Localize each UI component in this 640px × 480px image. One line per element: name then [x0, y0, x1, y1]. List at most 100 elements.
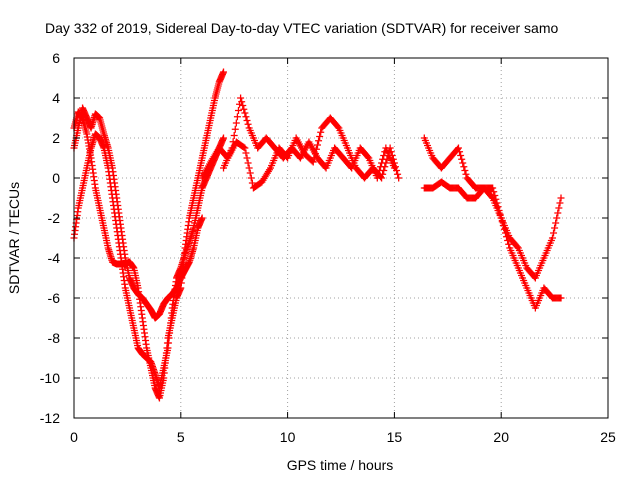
data-point	[394, 170, 402, 178]
data-point	[232, 119, 240, 127]
data-point	[243, 154, 251, 162]
data-point	[244, 159, 252, 167]
data-point	[316, 133, 324, 140]
x-tick-label: 0	[70, 429, 78, 445]
data-point	[550, 229, 558, 237]
data-point	[496, 210, 504, 218]
y-tick-label: -6	[48, 290, 61, 306]
x-tick-label: 10	[280, 429, 296, 445]
data-point	[240, 105, 248, 113]
data-point	[312, 145, 320, 153]
data-point	[378, 174, 386, 182]
data-point	[458, 155, 466, 163]
series-track-c	[70, 104, 206, 322]
axis-ticks: 0 5 10 15 20 25 -12 -10 -8 -6 -4 -2 0 2 4 6	[40, 50, 616, 445]
data-point	[382, 159, 390, 167]
data-point	[364, 153, 372, 161]
data-point	[553, 214, 561, 222]
data-point	[220, 134, 228, 142]
data-point	[248, 179, 256, 187]
y-tick-label: 2	[52, 130, 60, 146]
data-point	[491, 192, 499, 199]
data-point	[462, 170, 470, 178]
data-point	[499, 222, 507, 229]
data-point	[242, 149, 250, 157]
data-point	[456, 148, 464, 156]
data-point	[240, 143, 248, 151]
y-tick-label: -10	[40, 370, 60, 386]
data-point	[557, 294, 565, 302]
data-point	[220, 68, 228, 76]
series-track-f	[420, 134, 565, 282]
data-point	[334, 123, 342, 131]
data-point	[244, 120, 252, 128]
data-point	[379, 170, 387, 178]
data-point	[239, 102, 247, 109]
data-point	[460, 163, 468, 171]
data-point	[500, 225, 508, 233]
data-point	[548, 234, 556, 242]
data-point	[459, 159, 467, 167]
series-track-e	[198, 114, 403, 192]
data-point	[315, 137, 323, 145]
data-point	[243, 117, 251, 124]
data-point	[311, 150, 319, 157]
data-point	[314, 141, 322, 149]
data-point	[492, 195, 500, 203]
data-point	[310, 154, 318, 162]
data-point	[555, 204, 563, 212]
data-point	[554, 209, 562, 217]
data-point	[513, 243, 521, 251]
series-track-g	[420, 178, 565, 312]
data-point	[395, 174, 403, 182]
data-point	[245, 164, 253, 172]
data-point	[551, 224, 559, 232]
data-point	[505, 240, 513, 248]
data-point	[381, 163, 389, 171]
data-point	[383, 155, 391, 163]
data-point	[504, 237, 512, 244]
data-point	[497, 214, 505, 222]
data-point	[234, 107, 242, 114]
data-point	[387, 148, 395, 156]
y-tick-label: -2	[48, 210, 61, 226]
data-point	[380, 167, 388, 174]
y-tick-label: 0	[52, 170, 60, 186]
data-point	[237, 94, 245, 102]
data-point	[457, 152, 465, 159]
x-tick-label: 5	[177, 429, 185, 445]
y-axis-label: SDTVAR / TECUs	[6, 182, 22, 294]
data-point	[556, 199, 564, 207]
data-point	[241, 144, 249, 152]
data-point	[461, 167, 469, 174]
data-point	[241, 109, 249, 117]
data-point	[238, 98, 246, 106]
data-point	[501, 229, 509, 237]
data-point	[503, 233, 511, 241]
data-point	[317, 128, 325, 136]
data-point	[552, 219, 560, 227]
data-point	[242, 113, 250, 121]
data-point	[490, 188, 498, 196]
data-point	[233, 113, 241, 121]
data-point	[454, 144, 462, 152]
x-tick-label: 25	[600, 429, 616, 445]
data-point	[198, 214, 206, 222]
data-point	[389, 155, 397, 163]
y-tick-label: -4	[48, 250, 61, 266]
data-point	[391, 163, 399, 171]
chart-title: Day 332 of 2019, Sidereal Day-to-day VTE…	[45, 20, 558, 36]
data-point	[557, 194, 565, 202]
x-tick-label: 15	[387, 429, 403, 445]
data-point	[488, 193, 496, 201]
data-point	[493, 199, 501, 207]
data-points	[70, 68, 565, 402]
data-point	[386, 144, 394, 152]
x-tick-label: 20	[493, 429, 509, 445]
data-point	[390, 159, 398, 167]
x-axis-label: GPS time / hours	[287, 457, 394, 473]
plot-frame	[73, 57, 609, 419]
data-point	[231, 125, 239, 133]
y-tick-label: -12	[40, 410, 60, 426]
